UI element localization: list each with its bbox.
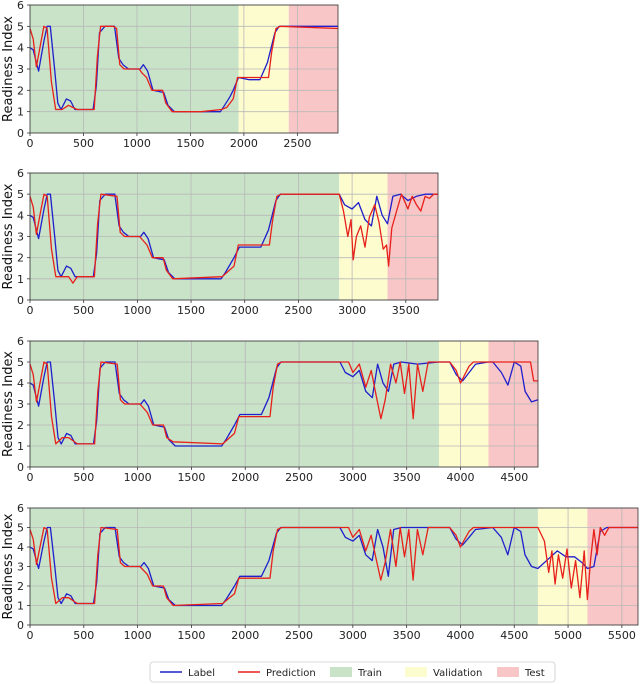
- y-tick-label: 6: [17, 335, 24, 348]
- y-tick-label: 6: [17, 0, 24, 12]
- x-tick-label: 500: [73, 137, 94, 150]
- x-tick-label: 2000: [230, 137, 258, 150]
- x-tick-label: 0: [27, 137, 34, 150]
- x-tick-label: 0: [27, 304, 34, 317]
- series-line-label: [29, 361, 539, 447]
- y-tick-label: 4: [17, 42, 24, 55]
- y-tick-label: 4: [17, 541, 24, 554]
- x-tick-label: 2000: [231, 304, 259, 317]
- x-tick-label: 2000: [231, 629, 259, 642]
- x-tick-label: 3500: [393, 629, 421, 642]
- y-tick-label: 5: [17, 522, 24, 535]
- y-tick-label: 3: [17, 231, 24, 244]
- y-tick-label: 2: [17, 252, 24, 265]
- x-tick-label: 3000: [339, 629, 367, 642]
- x-tick-label: 1000: [124, 629, 152, 642]
- series-line-prediction: [29, 526, 638, 607]
- y-tick-label: 0: [17, 127, 24, 140]
- y-tick-label: 0: [17, 294, 24, 307]
- x-tick-label: 1000: [123, 137, 151, 150]
- y-tick-label: 4: [17, 209, 24, 222]
- y-tick-label: 5: [17, 356, 24, 369]
- y-tick-label: 0: [17, 461, 24, 474]
- y-axis-label: Readiness Index: [1, 513, 16, 619]
- y-axis-label: Readiness Index: [1, 351, 16, 457]
- x-tick-label: 500: [73, 471, 94, 484]
- y-axis-label: Readiness Index: [1, 16, 16, 122]
- x-tick-label: 1500: [177, 304, 205, 317]
- legend-label-test: Test: [524, 668, 545, 679]
- y-tick-label: 0: [17, 619, 24, 632]
- y-tick-label: 5: [17, 20, 24, 33]
- x-tick-label: 5500: [608, 629, 636, 642]
- y-tick-label: 1: [17, 600, 24, 613]
- y-tick-label: 4: [17, 377, 24, 390]
- x-tick-label: 1000: [124, 471, 152, 484]
- series-line-label: [29, 25, 338, 113]
- x-tick-label: 3500: [393, 471, 421, 484]
- series-line-prediction: [29, 193, 438, 284]
- legend-label-validation: Validation: [433, 668, 482, 679]
- x-tick-label: 2500: [285, 471, 313, 484]
- y-tick-label: 5: [17, 188, 24, 201]
- y-tick-label: 6: [17, 167, 24, 180]
- legend-label-label: Label: [188, 668, 215, 679]
- x-tick-label: 2500: [285, 629, 313, 642]
- x-tick-label: 2000: [231, 471, 259, 484]
- legend-swatch-train: [330, 667, 352, 677]
- y-tick-label: 3: [17, 63, 24, 76]
- x-tick-label: 2500: [283, 137, 311, 150]
- series-line-prediction: [29, 361, 538, 445]
- x-tick-label: 1000: [123, 304, 151, 317]
- x-tick-label: 5000: [554, 629, 582, 642]
- x-tick-label: 4500: [500, 471, 528, 484]
- y-tick-label: 1: [17, 106, 24, 119]
- x-tick-label: 1500: [177, 471, 205, 484]
- y-tick-label: 6: [17, 502, 24, 515]
- legend-box: [149, 661, 556, 683]
- x-tick-label: 2500: [284, 304, 312, 317]
- x-tick-label: 4000: [446, 629, 474, 642]
- x-tick-label: 500: [73, 629, 94, 642]
- x-tick-label: 3500: [392, 304, 420, 317]
- x-tick-label: 0: [27, 471, 34, 484]
- x-tick-label: 1500: [176, 137, 204, 150]
- legend-swatch-test: [497, 667, 519, 677]
- legend-swatch-validation: [405, 667, 427, 677]
- y-axis-label: Readiness Index: [1, 183, 16, 289]
- series-line-prediction: [29, 25, 339, 113]
- x-tick-label: 4500: [500, 629, 528, 642]
- y-tick-label: 2: [17, 580, 24, 593]
- x-tick-label: 3000: [338, 304, 366, 317]
- x-tick-label: 0: [27, 629, 34, 642]
- x-tick-label: 500: [73, 304, 94, 317]
- legend-label-prediction: Prediction: [266, 668, 316, 679]
- y-tick-label: 2: [17, 419, 24, 432]
- y-tick-label: 1: [17, 440, 24, 453]
- chart-panel-2: 0 500 1000 1500 2000 2500 3000 3500 0 1 2 3 4 5 6Readi…: [1, 167, 439, 317]
- chart-panel-3: 0 500 1000 1500 2000 2500 3000 3500 4000 4500 0 1 2 3…: [1, 335, 539, 484]
- y-tick-label: 3: [17, 398, 24, 411]
- x-tick-label: 1500: [177, 629, 205, 642]
- y-tick-label: 3: [17, 561, 24, 574]
- x-tick-label: 4000: [447, 471, 475, 484]
- legend: Label Prediction Train Validation Test: [149, 661, 556, 683]
- chart-panel-4: 0 500 1000 1500 2000 2500 3000 3500 4000 4500 5000…: [1, 502, 639, 642]
- legend-label-train: Train: [357, 668, 382, 679]
- y-tick-label: 2: [17, 84, 24, 97]
- x-tick-label: 3000: [339, 471, 367, 484]
- y-tick-label: 1: [17, 273, 24, 286]
